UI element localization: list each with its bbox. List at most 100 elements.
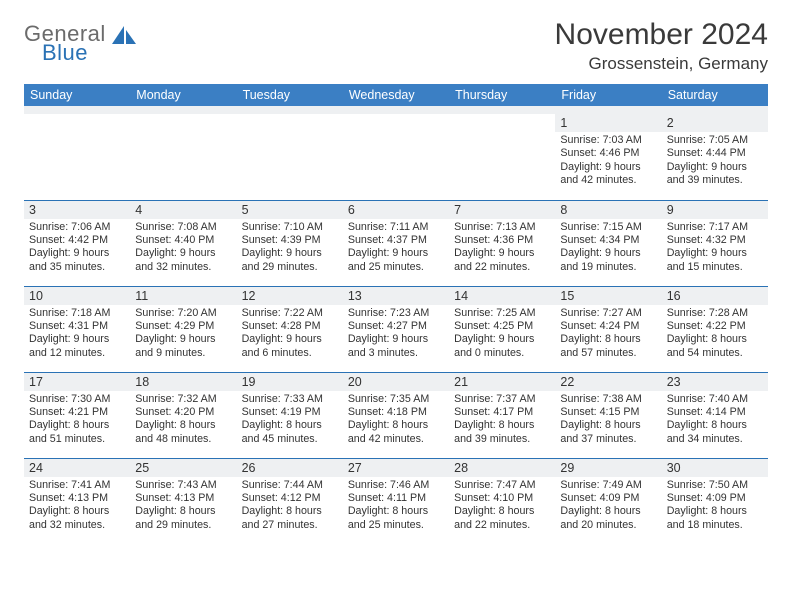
calendar-day-cell: . <box>449 114 555 200</box>
weekday-header-cell: Thursday <box>449 84 555 106</box>
day-details: Sunrise: 7:49 AMSunset: 4:09 PMDaylight:… <box>560 479 656 533</box>
day-details: Sunrise: 7:40 AMSunset: 4:14 PMDaylight:… <box>667 393 763 447</box>
calendar-day-cell: . <box>130 114 236 200</box>
calendar-day-cell: 4 Sunrise: 7:08 AMSunset: 4:40 PMDaylight… <box>130 200 236 286</box>
calendar-day-cell: 20 Sunrise: 7:35 AMSunset: 4:18 PMDayligh… <box>343 372 449 458</box>
day-details: Sunrise: 7:23 AMSunset: 4:27 PMDaylight:… <box>348 307 444 361</box>
day-details: Sunrise: 7:10 AMSunset: 4:39 PMDaylight:… <box>242 221 338 275</box>
day-details: Sunrise: 7:47 AMSunset: 4:10 PMDaylight:… <box>454 479 550 533</box>
day-number: 5 <box>237 201 343 219</box>
day-details: Sunrise: 7:44 AMSunset: 4:12 PMDaylight:… <box>242 479 338 533</box>
day-number: 3 <box>24 201 130 219</box>
calendar-day-cell: 7 Sunrise: 7:13 AMSunset: 4:36 PMDaylight… <box>449 200 555 286</box>
day-number: 10 <box>24 287 130 305</box>
day-number: 2 <box>662 114 768 132</box>
calendar-day-cell: 27Sunrise: 7:46 AMSunset: 4:11 PMDayligh… <box>343 458 449 544</box>
day-details: Sunrise: 7:41 AMSunset: 4:13 PMDaylight:… <box>29 479 125 533</box>
month-title: November 2024 <box>555 18 768 52</box>
brand-line2: Blue <box>42 43 106 64</box>
day-number: 19 <box>237 373 343 391</box>
day-number: 4 <box>130 201 236 219</box>
day-number: 14 <box>449 287 555 305</box>
day-number: 25 <box>130 459 236 477</box>
day-number: 6 <box>343 201 449 219</box>
calendar-day-cell: 16 Sunrise: 7:28 AMSunset: 4:22 PMDayligh… <box>662 286 768 372</box>
day-number: 18 <box>130 373 236 391</box>
weekday-header-cell: Monday <box>130 84 236 106</box>
calendar-day-cell: 12Sunrise: 7:22 AMSunset: 4:28 PMDayligh… <box>237 286 343 372</box>
calendar-day-cell: 17Sunrise: 7:30 AMSunset: 4:21 PMDayligh… <box>24 372 130 458</box>
calendar-day-cell: 1 Sunrise: 7:03 AMSunset: 4:46 PMDaylight… <box>555 114 661 200</box>
weekday-header-cell: Wednesday <box>343 84 449 106</box>
brand-logo: General Blue <box>24 18 138 64</box>
calendar-day-cell: 15 Sunrise: 7:27 AMSunset: 4:24 PMDayligh… <box>555 286 661 372</box>
day-number: 20 <box>343 373 449 391</box>
calendar-week-row: 3 Sunrise: 7:06 AMSunset: 4:42 PMDaylight… <box>24 200 768 286</box>
day-details: Sunrise: 7:11 AMSunset: 4:37 PMDaylight:… <box>348 221 444 275</box>
calendar-day-cell: 26 Sunrise: 7:44 AMSunset: 4:12 PMDayligh… <box>237 458 343 544</box>
day-details: Sunrise: 7:03 AMSunset: 4:46 PMDaylight:… <box>560 134 656 188</box>
day-details: Sunrise: 7:13 AMSunset: 4:36 PMDaylight:… <box>454 221 550 275</box>
day-details: Sunrise: 7:25 AMSunset: 4:25 PMDaylight:… <box>454 307 550 361</box>
calendar-day-cell: 10 Sunrise: 7:18 AMSunset: 4:31 PMDayligh… <box>24 286 130 372</box>
calendar-day-cell: 28Sunrise: 7:47 AMSunset: 4:10 PMDayligh… <box>449 458 555 544</box>
day-details: Sunrise: 7:35 AMSunset: 4:18 PMDaylight:… <box>348 393 444 447</box>
day-details: Sunrise: 7:32 AMSunset: 4:20 PMDaylight:… <box>135 393 231 447</box>
day-number: 8 <box>555 201 661 219</box>
day-number: 26 <box>237 459 343 477</box>
day-number: 22 <box>555 373 661 391</box>
calendar-week-row: 17Sunrise: 7:30 AMSunset: 4:21 PMDayligh… <box>24 372 768 458</box>
day-details: Sunrise: 7:20 AMSunset: 4:29 PMDaylight:… <box>135 307 231 361</box>
calendar-day-cell: 25 Sunrise: 7:43 AMSunset: 4:13 PMDayligh… <box>130 458 236 544</box>
day-number: 7 <box>449 201 555 219</box>
weekday-header-cell: Tuesday <box>237 84 343 106</box>
day-details: Sunrise: 7:18 AMSunset: 4:31 PMDaylight:… <box>29 307 125 361</box>
day-number: 30 <box>662 459 768 477</box>
calendar-day-cell: . <box>24 114 130 200</box>
day-details: Sunrise: 7:06 AMSunset: 4:42 PMDaylight:… <box>29 221 125 275</box>
calendar-day-cell: 21Sunrise: 7:37 AMSunset: 4:17 PMDayligh… <box>449 372 555 458</box>
calendar-day-cell: 6 Sunrise: 7:11 AMSunset: 4:37 PMDaylight… <box>343 200 449 286</box>
day-details: Sunrise: 7:15 AMSunset: 4:34 PMDaylight:… <box>560 221 656 275</box>
day-details: Sunrise: 7:46 AMSunset: 4:11 PMDaylight:… <box>348 479 444 533</box>
day-details: Sunrise: 7:08 AMSunset: 4:40 PMDaylight:… <box>135 221 231 275</box>
calendar-week-row: 10 Sunrise: 7:18 AMSunset: 4:31 PMDayligh… <box>24 286 768 372</box>
calendar-day-cell: . <box>237 114 343 200</box>
day-number: 21 <box>449 373 555 391</box>
day-details: Sunrise: 7:33 AMSunset: 4:19 PMDaylight:… <box>242 393 338 447</box>
day-details: Sunrise: 7:28 AMSunset: 4:22 PMDaylight:… <box>667 307 763 361</box>
day-number: 12 <box>237 287 343 305</box>
calendar-day-cell: 2 Sunrise: 7:05 AMSunset: 4:44 PMDaylight… <box>662 114 768 200</box>
calendar-day-cell: 11 Sunrise: 7:20 AMSunset: 4:29 PMDayligh… <box>130 286 236 372</box>
day-number: 23 <box>662 373 768 391</box>
day-number: 15 <box>555 287 661 305</box>
calendar-day-cell: . <box>343 114 449 200</box>
day-number: 1 <box>555 114 661 132</box>
calendar-day-cell: 9 Sunrise: 7:17 AMSunset: 4:32 PMDaylight… <box>662 200 768 286</box>
location-subtitle: Grossenstein, Germany <box>555 54 768 74</box>
calendar-day-cell: 13Sunrise: 7:23 AMSunset: 4:27 PMDayligh… <box>343 286 449 372</box>
calendar-day-cell: 3 Sunrise: 7:06 AMSunset: 4:42 PMDaylight… <box>24 200 130 286</box>
title-block: November 2024 Grossenstein, Germany <box>555 18 768 74</box>
page-header: General Blue November 2024 Grossenstein,… <box>24 18 768 74</box>
calendar-table: SundayMondayTuesdayWednesdayThursdayFrid… <box>24 84 768 544</box>
calendar-day-cell: 22 Sunrise: 7:38 AMSunset: 4:15 PMDayligh… <box>555 372 661 458</box>
day-details: Sunrise: 7:38 AMSunset: 4:15 PMDaylight:… <box>560 393 656 447</box>
calendar-day-cell: 19 Sunrise: 7:33 AMSunset: 4:19 PMDayligh… <box>237 372 343 458</box>
day-number: 29 <box>555 459 661 477</box>
day-number: 11 <box>130 287 236 305</box>
day-details: Sunrise: 7:43 AMSunset: 4:13 PMDaylight:… <box>135 479 231 533</box>
brand-text: General Blue <box>24 24 106 64</box>
header-spacer-row <box>24 106 768 114</box>
weekday-header-cell: Sunday <box>24 84 130 106</box>
day-details: Sunrise: 7:50 AMSunset: 4:09 PMDaylight:… <box>667 479 763 533</box>
calendar-day-cell: 14 Sunrise: 7:25 AMSunset: 4:25 PMDayligh… <box>449 286 555 372</box>
day-number: 16 <box>662 287 768 305</box>
calendar-day-cell: 30 Sunrise: 7:50 AMSunset: 4:09 PMDayligh… <box>662 458 768 544</box>
day-number: 17 <box>24 373 130 391</box>
day-details: Sunrise: 7:27 AMSunset: 4:24 PMDaylight:… <box>560 307 656 361</box>
day-details: Sunrise: 7:05 AMSunset: 4:44 PMDaylight:… <box>667 134 763 188</box>
day-number: 9 <box>662 201 768 219</box>
calendar-day-cell: 24Sunrise: 7:41 AMSunset: 4:13 PMDayligh… <box>24 458 130 544</box>
day-details: Sunrise: 7:17 AMSunset: 4:32 PMDaylight:… <box>667 221 763 275</box>
